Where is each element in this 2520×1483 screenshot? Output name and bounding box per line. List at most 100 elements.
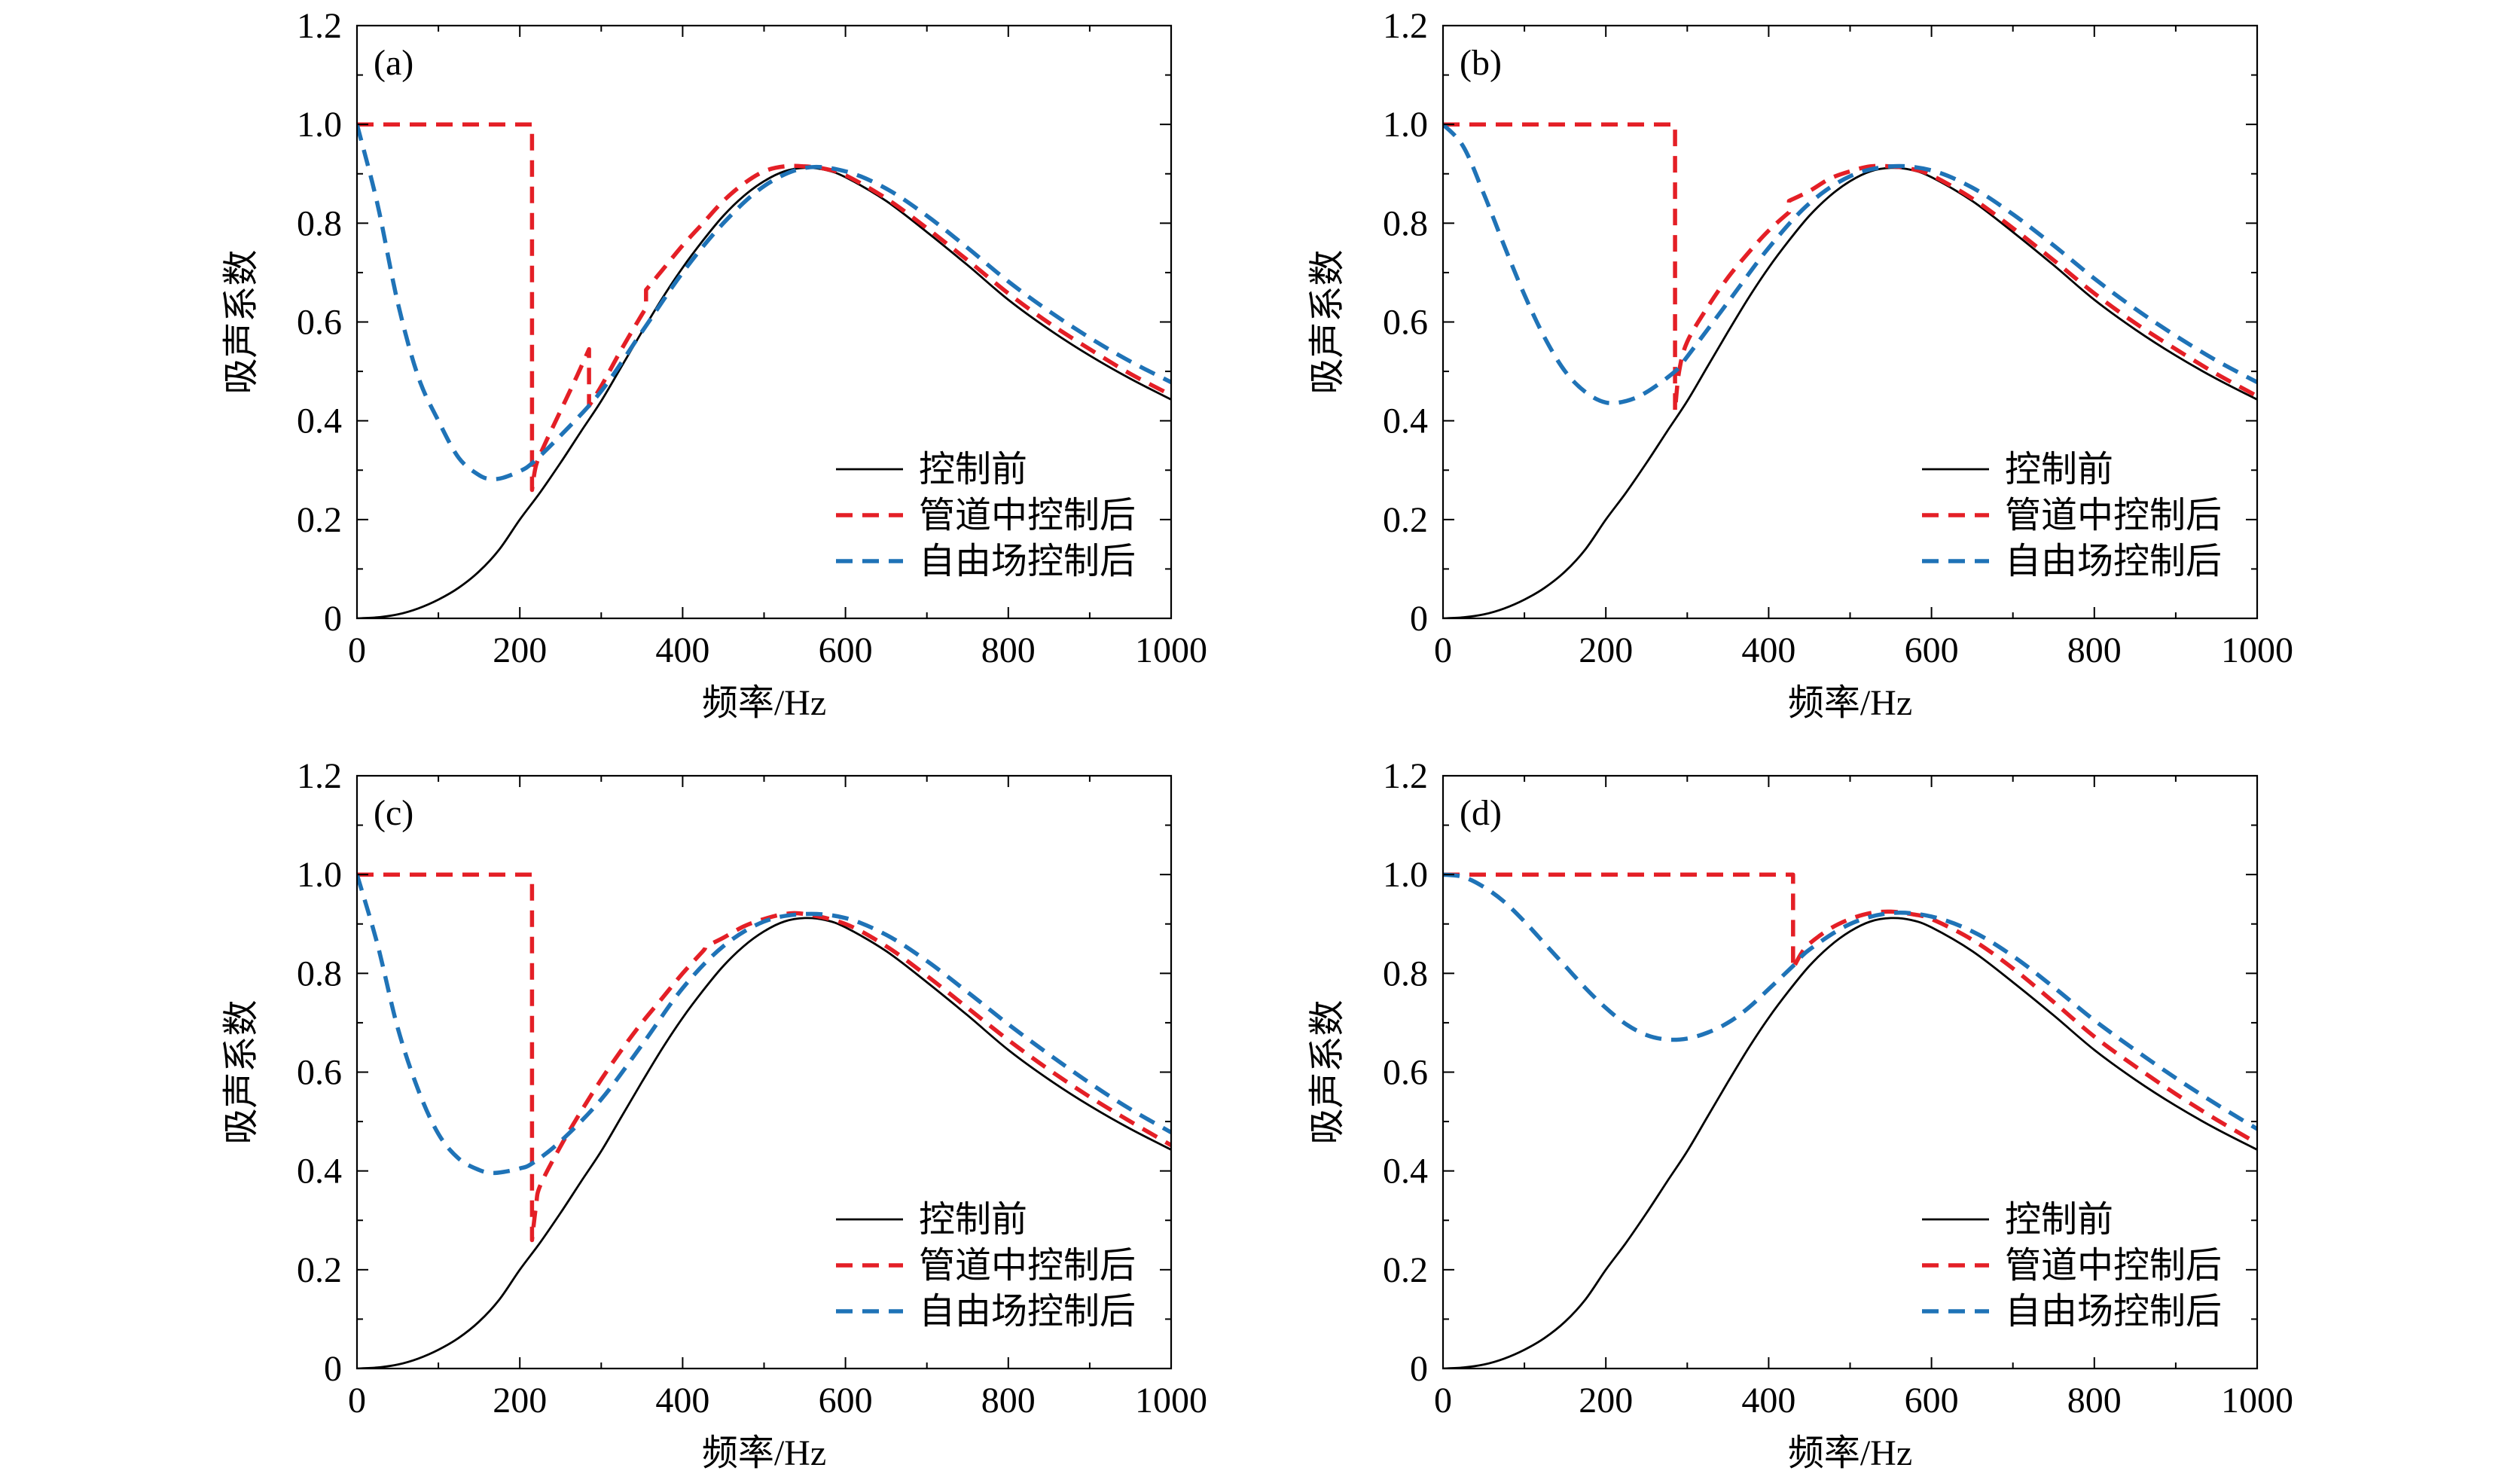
plot-area (357, 122, 1171, 618)
legend-label: 控制前 (919, 450, 1027, 490)
x-tick-label: 600 (1905, 630, 1959, 670)
series-line-before-control (357, 917, 1171, 1369)
x-axis-label: 频率/Hz (702, 683, 826, 723)
x-tick-label: 600 (1905, 1381, 1959, 1420)
legend-label: 管道中控制后 (919, 496, 1136, 536)
y-tick-label: 0.8 (297, 954, 342, 993)
legend-entry: 控制前 (836, 1200, 1027, 1240)
y-tick-label: 0 (1410, 1349, 1428, 1389)
x-tick-label: 400 (1741, 1381, 1795, 1420)
y-tick-label: 0.4 (1383, 401, 1428, 441)
y-axis-label: 吸声系数 (221, 999, 261, 1144)
panel-label: (c) (374, 793, 413, 833)
legend-entry: 自由场控制后 (836, 542, 1136, 581)
x-tick-label: 1000 (2221, 630, 2293, 670)
legend-label: 控制前 (2005, 1200, 2113, 1240)
y-tick-label: 0.4 (297, 1152, 342, 1192)
x-tick-label: 800 (981, 630, 1036, 670)
x-tick-label: 800 (2067, 630, 2122, 670)
legend-label: 控制前 (919, 1200, 1027, 1240)
x-tick-label: 200 (1579, 630, 1633, 670)
series-line-before-control (1443, 166, 2257, 618)
legend-entry: 控制前 (1922, 1200, 2113, 1240)
x-tick-label: 200 (1579, 1381, 1633, 1420)
y-tick-label: 0.2 (297, 500, 342, 540)
legend-label: 控制前 (2005, 450, 2113, 490)
legend-entry: 自由场控制后 (1922, 1292, 2222, 1332)
y-axis-label: 吸声系数 (1307, 999, 1347, 1144)
series-line-free-field-control (357, 124, 1171, 481)
x-tick-label: 600 (819, 630, 873, 670)
panel-b: 0 200 400 600 800 1000 0 0.2 0.4 0.6 0.8 1.0 1.2 频率/H… (1307, 6, 2293, 723)
legend-entry: 管道中控制后 (836, 496, 1136, 536)
x-tick-label: 1000 (2221, 1381, 2293, 1420)
legend-label: 管道中控制后 (919, 1246, 1136, 1286)
y-tick-label: 1.2 (1383, 756, 1428, 796)
legend-label: 自由场控制后 (2005, 542, 2222, 581)
x-tick-label: 400 (1741, 630, 1795, 670)
legend-label: 管道中控制后 (2005, 1246, 2222, 1286)
legend-label: 自由场控制后 (2005, 1292, 2222, 1332)
series-line-free-field-control (1443, 123, 2257, 406)
x-tick-label: 0 (1434, 1381, 1452, 1420)
panel-d: 0 200 400 600 800 1000 0 0.2 0.4 0.6 0.8 1.0 1.2 频率/H… (1307, 756, 2293, 1473)
legend-label: 管道中控制后 (2005, 496, 2222, 536)
y-tick-label: 1.0 (1383, 105, 1428, 145)
series-line-before-control (1443, 917, 2257, 1369)
series-line-free-field-control (1443, 872, 2257, 1131)
y-tick-label: 0 (324, 1349, 342, 1389)
x-tick-label: 0 (1434, 630, 1452, 670)
legend-entry: 管道中控制后 (1922, 1246, 2222, 1286)
x-tick-label: 200 (493, 630, 547, 670)
y-tick-label: 0.4 (297, 401, 342, 441)
legend-entry: 管道中控制后 (1922, 496, 2222, 536)
series-line-duct-control (1443, 872, 2257, 1146)
y-tick-label: 0.4 (1383, 1152, 1428, 1192)
panel-label: (a) (374, 43, 413, 83)
y-tick-label: 0.2 (1383, 500, 1428, 540)
y-tick-label: 0.6 (1383, 303, 1428, 343)
x-tick-label: 800 (2067, 1381, 2122, 1420)
series-line-duct-control (1443, 122, 2257, 413)
y-tick-label: 1.2 (297, 6, 342, 46)
panel-label: (d) (1460, 793, 1502, 833)
y-tick-label: 0.8 (1383, 954, 1428, 993)
x-tick-label: 800 (981, 1381, 1036, 1420)
x-tick-label: 1000 (1135, 1381, 1207, 1420)
legend-entry: 自由场控制后 (1922, 542, 2222, 581)
x-tick-label: 0 (348, 1381, 366, 1420)
y-tick-label: 0.6 (297, 303, 342, 343)
legend-label: 自由场控制后 (919, 1292, 1136, 1332)
x-axis-label: 频率/Hz (702, 1433, 826, 1473)
x-axis-label: 频率/Hz (1788, 1433, 1912, 1473)
y-axis-label: 吸声系数 (1307, 249, 1347, 394)
x-tick-label: 200 (493, 1381, 547, 1420)
legend-entry: 控制前 (1922, 450, 2113, 490)
y-tick-label: 0.8 (1383, 203, 1428, 243)
y-tick-label: 0.6 (297, 1053, 342, 1093)
y-tick-label: 1.2 (1383, 6, 1428, 46)
x-tick-label: 1000 (1135, 630, 1207, 670)
y-tick-label: 1.0 (297, 855, 342, 895)
series-line-duct-control (357, 122, 1171, 493)
legend-entry: 管道中控制后 (836, 1246, 1136, 1286)
plot-area (357, 872, 1171, 1369)
panel-c: 0 200 400 600 800 1000 0 0.2 0.4 0.6 0.8 1.0 1.2 频率/H… (221, 756, 1207, 1473)
series-line-free-field-control (357, 874, 1171, 1176)
y-tick-label: 0.2 (297, 1250, 342, 1290)
y-tick-label: 1.0 (1383, 855, 1428, 895)
series-line-before-control (357, 166, 1171, 618)
y-tick-label: 0 (324, 599, 342, 639)
legend-label: 自由场控制后 (919, 542, 1136, 581)
legend-entry: 控制前 (836, 450, 1027, 490)
y-tick-label: 0 (1410, 599, 1428, 639)
x-axis-label: 频率/Hz (1788, 683, 1912, 723)
panel-label: (b) (1460, 43, 1502, 83)
panel-a: 0 200 400 600 800 1000 0 0.2 0.4 0.6 0.8 1.0 1.2 频率/H… (221, 6, 1207, 723)
